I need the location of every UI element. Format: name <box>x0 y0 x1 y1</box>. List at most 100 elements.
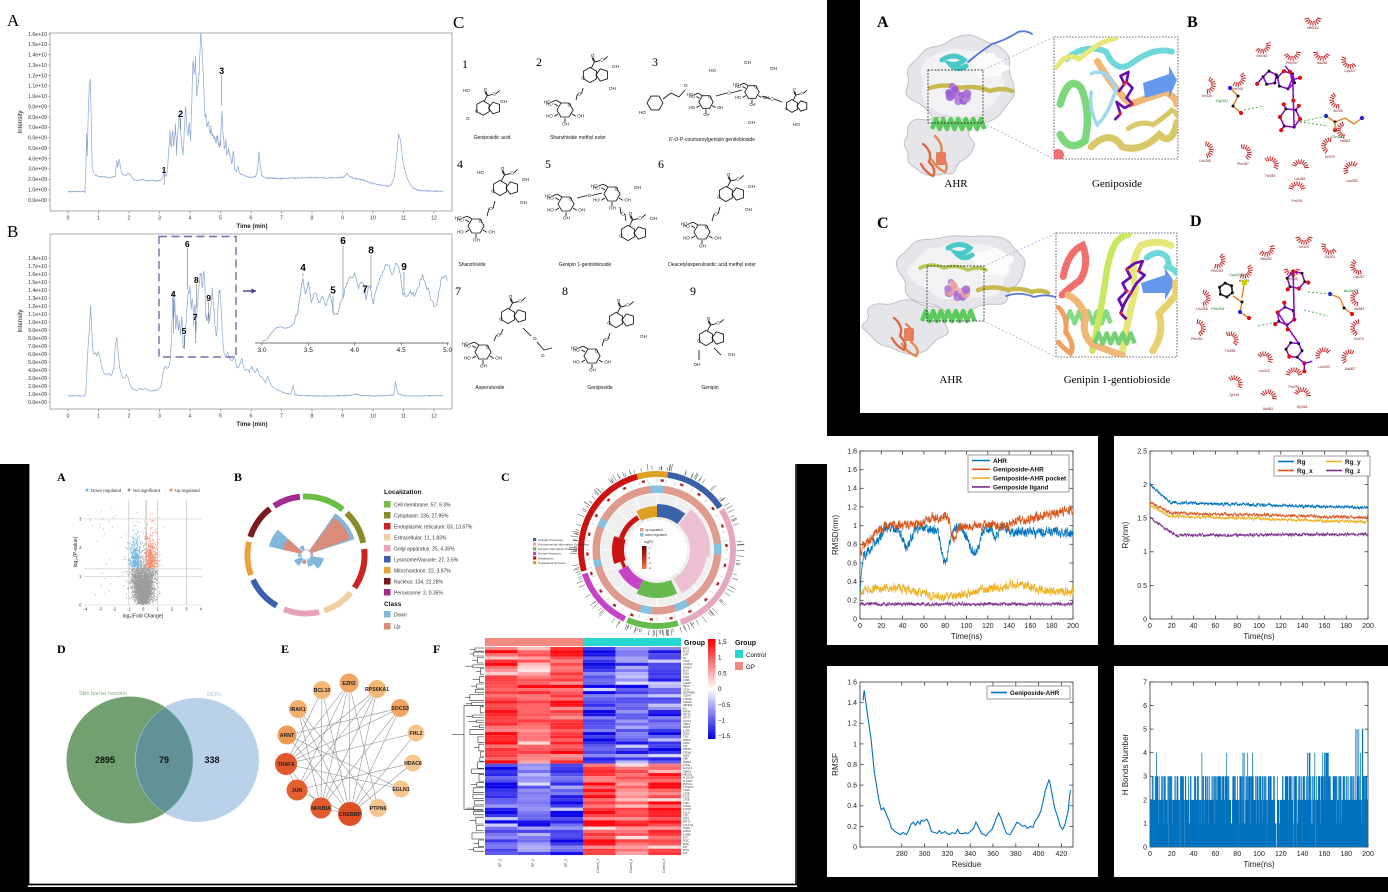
svg-text:4: 4 <box>1143 750 1147 757</box>
svg-text:O: O <box>619 234 623 239</box>
svg-text:RPS6KA1: RPS6KA1 <box>365 687 389 693</box>
svg-text:20: 20 <box>1168 851 1176 858</box>
svg-text:Up: Up <box>394 625 401 631</box>
svg-text:B: B <box>1187 14 1198 31</box>
svg-text:2: 2 <box>536 55 542 69</box>
svg-text:3.0e+09: 3.0e+09 <box>28 167 47 173</box>
svg-text:4: 4 <box>457 157 463 171</box>
svg-text:9.0e+09: 9.0e+09 <box>28 104 47 110</box>
svg-text:0.4: 0.4 <box>847 579 857 586</box>
svg-text:2: 2 <box>128 414 131 420</box>
svg-text:HO: HO <box>571 345 578 350</box>
svg-text:1.2e+10: 1.2e+10 <box>28 73 47 79</box>
svg-text:O: O <box>486 344 490 349</box>
svg-text:Phe287: Phe287 <box>1237 162 1249 166</box>
svg-text:Leu393: Leu393 <box>1318 365 1329 369</box>
svg-text:OH: OH <box>714 236 721 241</box>
svg-text:O: O <box>489 206 493 211</box>
svg-text:O: O <box>595 348 599 353</box>
svg-text:C: C <box>453 13 464 32</box>
svg-text:200: 200 <box>1067 623 1079 630</box>
svg-text:1.5: 1.5 <box>718 639 727 646</box>
svg-text:9: 9 <box>690 284 696 298</box>
svg-text:O: O <box>499 317 503 322</box>
svg-text:Time(ns): Time(ns) <box>951 632 983 641</box>
svg-text:1: 1 <box>462 57 468 71</box>
svg-text:1.6e+10: 1.6e+10 <box>28 32 47 38</box>
svg-text:160: 160 <box>1319 851 1331 858</box>
svg-text:O: O <box>491 189 495 194</box>
svg-text:8: 8 <box>368 246 374 257</box>
svg-text:Pro291: Pro291 <box>1292 199 1303 203</box>
svg-text:log₁₀(P-value): log₁₀(P-value) <box>73 536 79 567</box>
svg-text:Not significant: Not significant <box>133 488 161 493</box>
svg-text:JUP: JUP <box>683 852 688 855</box>
svg-text:4.5: 4.5 <box>397 347 406 354</box>
svg-text:0.8: 0.8 <box>847 762 857 769</box>
svg-text:GP: GP <box>746 664 755 671</box>
svg-text:10: 10 <box>370 216 376 222</box>
svg-text:12: 12 <box>431 216 437 222</box>
svg-text:Geniposide ligand: Geniposide ligand <box>993 484 1048 491</box>
svg-text:OH: OH <box>480 363 487 368</box>
svg-text:0.2: 0.2 <box>847 824 857 831</box>
svg-text:5: 5 <box>330 286 336 297</box>
svg-text:40: 40 <box>899 623 907 630</box>
svg-text:0: 0 <box>1143 844 1147 851</box>
svg-text:OH: OH <box>609 86 616 91</box>
svg-text:OH: OH <box>717 105 723 110</box>
svg-text:Endoplasmic reticulum: 83, 13.: Endoplasmic reticulum: 83, 13.67% <box>394 525 473 531</box>
svg-text:HO: HO <box>591 183 598 188</box>
svg-text:NFKBIA: NFKBIA <box>311 806 331 812</box>
svg-text:JUN: JUN <box>292 788 303 794</box>
svg-text:-4: -4 <box>649 566 652 570</box>
svg-text:20: 20 <box>877 623 885 630</box>
svg-text:Leu308: Leu308 <box>1199 159 1210 163</box>
svg-text:80: 80 <box>1233 623 1241 630</box>
svg-text:1.4: 1.4 <box>847 700 857 707</box>
svg-text:Gly321: Gly321 <box>1325 255 1336 259</box>
svg-text:O: O <box>638 216 642 221</box>
svg-text:0: 0 <box>67 414 70 420</box>
svg-text:0.2: 0.2 <box>847 598 857 605</box>
svg-text:HO: HO <box>573 360 580 365</box>
svg-text:1.7e+10: 1.7e+10 <box>28 264 47 270</box>
svg-text:1.2: 1.2 <box>847 504 857 511</box>
svg-text:Skin barrier function: Skin barrier function <box>79 691 127 697</box>
svg-text:Control: Control <box>746 652 766 659</box>
svg-text:Control_3: Control_3 <box>662 859 666 873</box>
svg-text:OH: OH <box>488 230 495 235</box>
svg-text:OH: OH <box>634 185 641 190</box>
svg-text:10: 10 <box>370 414 376 420</box>
svg-text:3: 3 <box>158 414 161 420</box>
svg-text:338: 338 <box>204 755 219 765</box>
svg-text:1: 1 <box>1143 821 1147 828</box>
svg-text:100: 100 <box>1253 851 1265 858</box>
svg-text:4.0: 4.0 <box>350 347 359 354</box>
svg-text:PTPN6: PTPN6 <box>370 806 387 812</box>
svg-text:1.5: 1.5 <box>1137 516 1147 523</box>
svg-text:2: 2 <box>1143 797 1147 804</box>
svg-text:1.4: 1.4 <box>847 486 857 493</box>
svg-text:3: 3 <box>219 66 224 76</box>
svg-text:1.0e+09: 1.0e+09 <box>28 187 47 193</box>
svg-text:4.0e+09: 4.0e+09 <box>28 156 47 162</box>
svg-text:OH: OH <box>500 99 507 104</box>
svg-text:A: A <box>57 470 66 484</box>
svg-text:O: O <box>754 85 757 90</box>
svg-text:1.4e+10: 1.4e+10 <box>28 53 47 59</box>
svg-text:Cell membrane: 57, 9.3%: Cell membrane: 57, 9.3% <box>394 503 451 509</box>
svg-text:Geniposide-AHR: Geniposide-AHR <box>1010 690 1060 697</box>
svg-text:1.6e+10: 1.6e+10 <box>28 272 47 278</box>
svg-text:O: O <box>705 224 709 229</box>
svg-text:5.0: 5.0 <box>443 347 452 354</box>
svg-text:160: 160 <box>1319 623 1331 630</box>
svg-text:Time (min): Time (min) <box>236 223 267 230</box>
svg-text:8: 8 <box>311 414 314 420</box>
svg-text:O: O <box>510 171 514 176</box>
svg-text:0: 0 <box>853 616 857 623</box>
svg-text:Thr283: Thr283 <box>1225 349 1236 353</box>
svg-text:Leu315: Leu315 <box>1258 369 1269 373</box>
svg-text:O: O <box>727 91 731 96</box>
svg-text:Down regulated: Down regulated <box>91 488 122 493</box>
